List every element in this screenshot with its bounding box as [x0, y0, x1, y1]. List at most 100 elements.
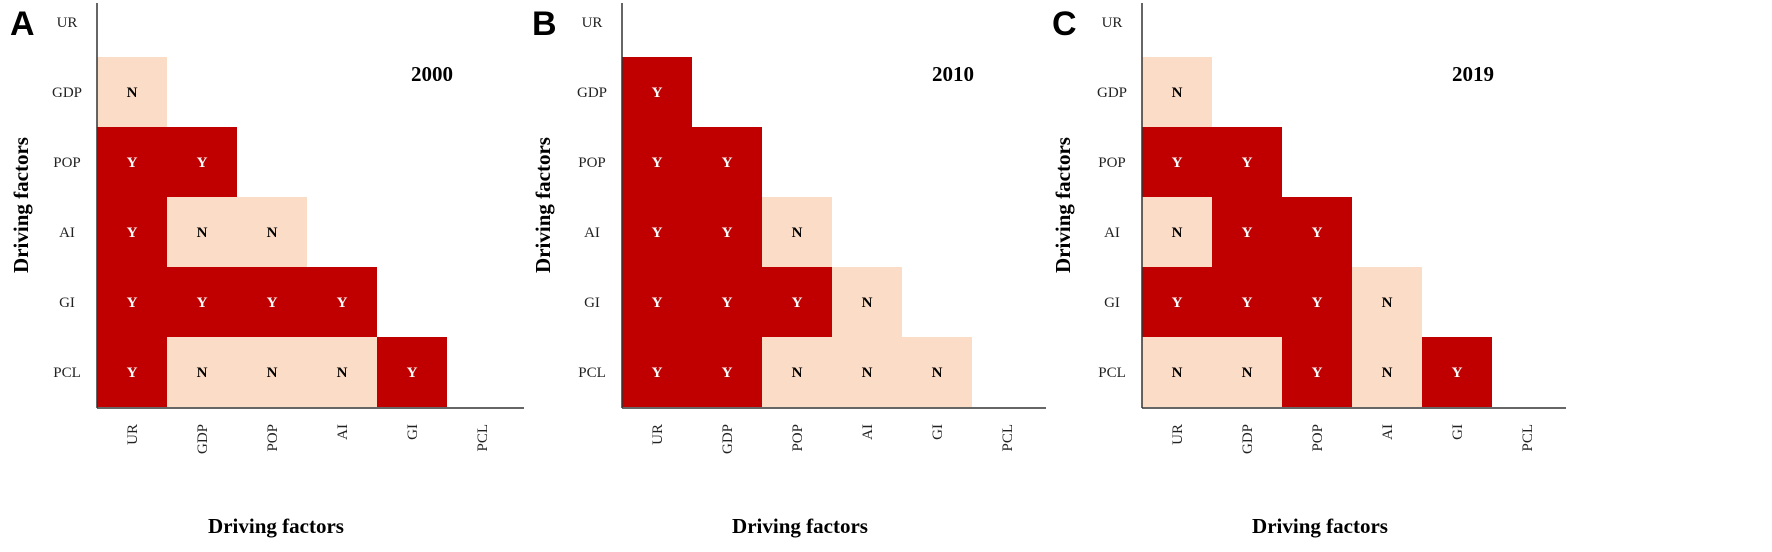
- x-axis-title: Driving factors: [732, 514, 868, 538]
- heatmap-cell: [97, 57, 167, 127]
- x-tick-label: PCL: [1520, 424, 1536, 452]
- cell-label: Y: [337, 295, 348, 311]
- heatmap-cell: [622, 337, 692, 407]
- y-tick-label: PCL: [578, 365, 606, 381]
- y-tick-label: GI: [584, 295, 600, 311]
- x-tick-label: AI: [860, 424, 876, 440]
- cell-label: Y: [1242, 155, 1253, 171]
- heatmap-cell: [167, 337, 237, 407]
- cell-label: N: [792, 225, 803, 241]
- year-label: 2000: [411, 62, 453, 86]
- year-label: 2019: [1452, 62, 1494, 86]
- x-tick-label: UR: [1170, 424, 1186, 445]
- cell-label: Y: [1172, 295, 1183, 311]
- y-tick-label: UR: [57, 15, 78, 31]
- y-axis-title: Driving factors: [1051, 137, 1075, 273]
- cell-label: Y: [127, 365, 138, 381]
- heatmap-cell: [167, 267, 237, 337]
- cell-label: N: [1172, 85, 1183, 101]
- cell-label: Y: [652, 85, 663, 101]
- x-tick-label: GDP: [720, 424, 736, 454]
- cell-label: Y: [1312, 225, 1323, 241]
- cell-label: N: [1172, 365, 1183, 381]
- x-tick-label: AI: [335, 424, 351, 440]
- x-tick-label: GDP: [1240, 424, 1256, 454]
- y-axis-title: Driving factors: [531, 137, 555, 273]
- heatmap-cell: [237, 337, 307, 407]
- y-tick-label: UR: [1102, 15, 1123, 31]
- cell-label: Y: [267, 295, 278, 311]
- heatmap-cell: [622, 57, 692, 127]
- heatmap-cell: [377, 337, 447, 407]
- cell-label: Y: [127, 295, 138, 311]
- y-tick-label: AI: [584, 225, 600, 241]
- cell-label: N: [127, 85, 138, 101]
- y-tick-label: PCL: [1098, 365, 1126, 381]
- heatmap-cell: [832, 267, 902, 337]
- x-tick-label: POP: [790, 424, 806, 452]
- x-tick-label: PCL: [475, 424, 491, 452]
- y-tick-label: GDP: [1097, 85, 1127, 101]
- cell-label: N: [267, 225, 278, 241]
- x-tick-label: POP: [265, 424, 281, 452]
- y-tick-label: GI: [59, 295, 75, 311]
- heatmap-cell: [902, 337, 972, 407]
- heatmap-cell: [1212, 197, 1282, 267]
- heatmap-cell: [1422, 337, 1492, 407]
- heatmap-cell: [692, 337, 762, 407]
- heatmap-cell: [237, 197, 307, 267]
- heatmap-cell: [1282, 267, 1352, 337]
- cell-label: N: [197, 225, 208, 241]
- heatmap-cell: [237, 267, 307, 337]
- heatmap-cell: [167, 127, 237, 197]
- heatmap-cell: [692, 267, 762, 337]
- x-tick-label: POP: [1310, 424, 1326, 452]
- y-axis-title: Driving factors: [9, 137, 33, 273]
- x-tick-label: UR: [125, 424, 141, 445]
- y-tick-label: GDP: [52, 85, 82, 101]
- cell-label: N: [1382, 295, 1393, 311]
- heatmap-cell: [622, 197, 692, 267]
- y-tick-label: POP: [578, 155, 606, 171]
- heatmap-cell: [307, 337, 377, 407]
- y-tick-label: AI: [59, 225, 75, 241]
- y-tick-label: AI: [1104, 225, 1120, 241]
- heatmap-cell: [1212, 337, 1282, 407]
- cell-label: Y: [197, 295, 208, 311]
- y-tick-label: PCL: [53, 365, 81, 381]
- cell-label: Y: [722, 225, 733, 241]
- heatmap-cell: [1142, 127, 1212, 197]
- heatmap-cell: [832, 337, 902, 407]
- heatmap-cell: [167, 197, 237, 267]
- heatmap-cell: [1212, 127, 1282, 197]
- panel-letter: C: [1052, 5, 1077, 43]
- cell-label: Y: [1452, 365, 1463, 381]
- y-tick-label: GI: [1104, 295, 1120, 311]
- cell-label: Y: [127, 155, 138, 171]
- year-label: 2010: [932, 62, 974, 86]
- heatmap-cell: [97, 337, 167, 407]
- x-tick-label: GI: [1450, 424, 1466, 440]
- cell-label: Y: [127, 225, 138, 241]
- x-tick-label: GI: [930, 424, 946, 440]
- cell-label: N: [862, 295, 873, 311]
- heatmap-cell: [762, 197, 832, 267]
- cell-label: Y: [1312, 295, 1323, 311]
- cell-label: N: [792, 365, 803, 381]
- x-axis-title: Driving factors: [208, 514, 344, 538]
- heatmap-cell: [97, 127, 167, 197]
- heatmap-cell: [1142, 197, 1212, 267]
- heatmap-cell: [97, 197, 167, 267]
- y-tick-label: UR: [582, 15, 603, 31]
- cell-label: Y: [652, 225, 663, 241]
- heatmap-cell: [97, 267, 167, 337]
- heatmap-cell: [622, 267, 692, 337]
- cell-label: N: [932, 365, 943, 381]
- panel-letter: A: [10, 5, 35, 43]
- cell-label: Y: [652, 295, 663, 311]
- panel-letter: B: [532, 5, 557, 43]
- heatmap-cell: [622, 127, 692, 197]
- x-axis-title: Driving factors: [1252, 514, 1388, 538]
- cell-label: Y: [1242, 295, 1253, 311]
